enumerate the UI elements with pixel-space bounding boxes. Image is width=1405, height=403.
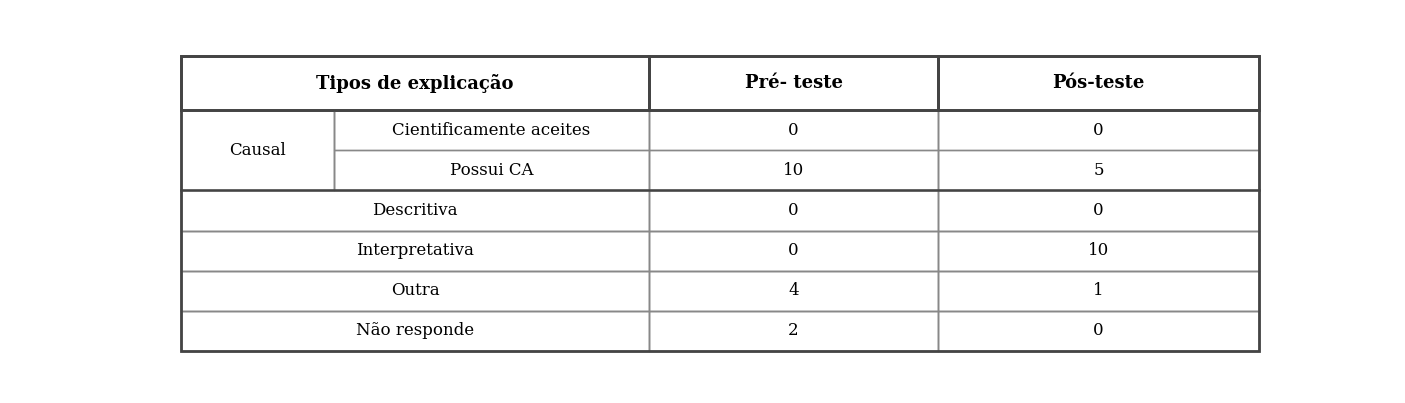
Text: 0: 0 (1093, 202, 1104, 219)
Bar (181, 110, 333, 191)
Bar (649, 231, 939, 271)
Text: Tipos de explicação: Tipos de explicação (316, 74, 514, 93)
Bar (181, 191, 649, 231)
Bar (939, 191, 1259, 231)
Bar (181, 110, 333, 191)
Text: Cientificamente aceites: Cientificamente aceites (392, 122, 590, 139)
Bar (939, 231, 1259, 271)
Bar (939, 231, 1259, 271)
Bar (649, 56, 939, 110)
Bar (649, 191, 939, 231)
Bar (649, 271, 939, 311)
Bar (649, 311, 939, 351)
Bar (649, 150, 939, 191)
Text: 4: 4 (788, 282, 799, 299)
Text: 0: 0 (788, 122, 799, 139)
Bar (939, 110, 1259, 150)
Text: 1: 1 (1093, 282, 1104, 299)
Text: 0: 0 (1093, 122, 1104, 139)
Bar (649, 231, 939, 271)
Bar (181, 191, 649, 231)
Bar (181, 271, 649, 311)
Text: 10: 10 (1087, 242, 1109, 259)
Text: 0: 0 (1093, 322, 1104, 339)
Bar (939, 191, 1259, 231)
Bar (181, 271, 649, 311)
Bar (939, 311, 1259, 351)
Text: 0: 0 (788, 202, 799, 219)
Bar (333, 150, 649, 191)
Bar (939, 56, 1259, 110)
Bar (649, 311, 939, 351)
Bar (181, 231, 649, 271)
Text: Interpretativa: Interpretativa (357, 242, 473, 259)
Bar (939, 311, 1259, 351)
Text: Possui CA: Possui CA (450, 162, 532, 179)
Text: Outra: Outra (391, 282, 440, 299)
Text: Pré- teste: Pré- teste (745, 74, 843, 92)
Text: Descritiva: Descritiva (372, 202, 458, 219)
Bar (181, 56, 649, 110)
Bar (333, 110, 649, 150)
Bar (649, 271, 939, 311)
Bar (939, 150, 1259, 191)
Bar (649, 110, 939, 150)
Bar (939, 150, 1259, 191)
Bar (649, 56, 939, 110)
Bar (939, 110, 1259, 150)
Bar (181, 311, 649, 351)
Bar (181, 311, 649, 351)
Bar (939, 56, 1259, 110)
Bar (939, 271, 1259, 311)
Bar (181, 231, 649, 271)
Bar (649, 191, 939, 231)
Bar (939, 271, 1259, 311)
Bar (333, 150, 649, 191)
Bar (181, 56, 649, 110)
Bar (333, 110, 649, 150)
Text: Não responde: Não responde (355, 322, 475, 339)
Text: Pós-teste: Pós-teste (1052, 74, 1145, 92)
Bar (649, 150, 939, 191)
Bar (649, 110, 939, 150)
Text: 5: 5 (1093, 162, 1104, 179)
Text: Causal: Causal (229, 142, 285, 159)
Text: 0: 0 (788, 242, 799, 259)
Text: 2: 2 (788, 322, 799, 339)
Text: 10: 10 (783, 162, 804, 179)
